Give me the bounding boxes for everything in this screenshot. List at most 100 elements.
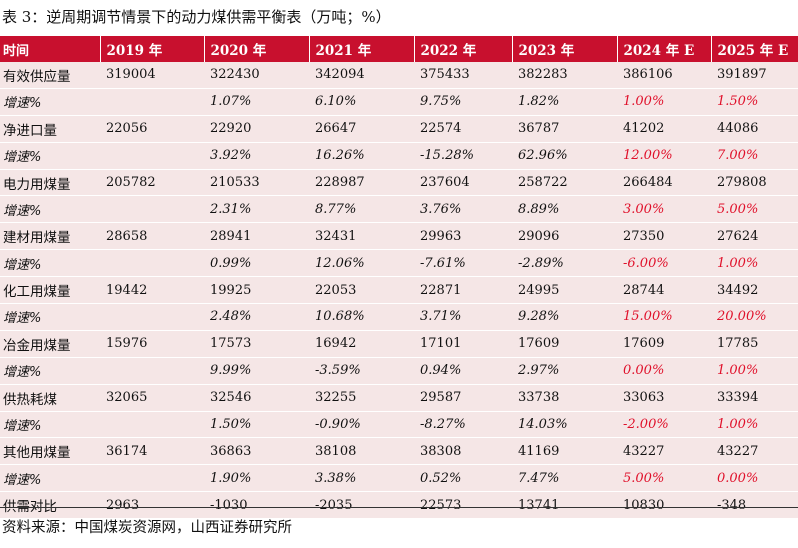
table-cell [100, 195, 204, 224]
table-row-growth: 增速% 1.90% 3.38% 0.52% 7.47% 5.00% 0.00% [0, 464, 798, 493]
table-cell: 3.00% [617, 195, 711, 224]
table-cell: 16.26% [309, 142, 414, 170]
table-cell: 26647 [309, 115, 414, 143]
table-cell: 17573 [204, 330, 309, 358]
table-cell: -2.00% [617, 411, 711, 439]
header-2024e: 2024 年 E [617, 36, 712, 62]
table-cell: 3.76% [414, 195, 512, 224]
row-label: 增速% [0, 357, 100, 385]
table-cell: 22056 [100, 115, 204, 143]
table-cell: -3.59% [309, 357, 414, 385]
table-cell: 41202 [617, 115, 711, 143]
table-row: 净进口量 22056 22920 26647 22574 36787 41202 44086 [0, 115, 798, 143]
table-cell: 27624 [711, 222, 798, 251]
table-cell: -0.90% [309, 411, 414, 439]
table-cell: 14.03% [512, 411, 617, 439]
table-cell: 22574 [414, 115, 512, 143]
table-title: 表 3：逆周期调节情景下的动力煤供需平衡表（万吨；%） [2, 8, 391, 26]
header-2022: 2022 年 [414, 36, 513, 62]
table-row-growth: 增速% 2.31% 8.77% 3.76% 8.89% 3.00% 5.00% [0, 195, 798, 224]
table-cell: 9.28% [512, 303, 617, 331]
header-period: 时间 [0, 36, 101, 62]
table-cell: 0.99% [204, 249, 309, 278]
table-header-row: 时间 2019 年 2020 年 2021 年 2022 年 2023 年 20… [0, 36, 798, 62]
table-cell: 382283 [512, 62, 617, 89]
header-2025e: 2025 年 E [711, 36, 798, 62]
table-cell: -8.27% [414, 411, 512, 439]
table-cell [100, 249, 204, 278]
row-label: 供热耗煤 [0, 384, 100, 412]
table-cell [100, 357, 204, 385]
table-cell: 279808 [711, 169, 798, 197]
table-cell: 266484 [617, 169, 711, 197]
table-row-growth: 增速% 9.99% -3.59% 0.94% 2.97% 0.00% 1.00% [0, 357, 798, 385]
table-row: 电力用煤量 205782 210533 228987 237604 258722 26648… [0, 169, 798, 197]
table-row: 冶金用煤量 15976 17573 16942 17101 17609 17609 17785 [0, 330, 798, 358]
row-label: 化工用煤量 [0, 276, 100, 305]
table-cell: 19442 [100, 276, 204, 305]
table-cell: 10830 [617, 491, 711, 520]
table-cell: 1.00% [711, 411, 798, 439]
table-cell: 17785 [711, 330, 798, 358]
table-cell: 17101 [414, 330, 512, 358]
table-cell [100, 88, 204, 116]
table-cell: 41169 [512, 437, 617, 466]
row-label: 增速% [0, 195, 100, 224]
table-cell: 375433 [414, 62, 512, 89]
table-cell [100, 303, 204, 331]
table-row: 化工用煤量 19442 19925 22053 22871 24995 28744 34492 [0, 276, 798, 305]
table-cell: 22920 [204, 115, 309, 143]
table-cell: 29587 [414, 384, 512, 412]
table-cell: 22053 [309, 276, 414, 305]
row-label: 建材用煤量 [0, 222, 100, 251]
table-cell: 386106 [617, 62, 711, 89]
table-cell: 29963 [414, 222, 512, 251]
table-row-growth: 增速% 3.92% 16.26% -15.28% 62.96% 12.00% 7.00% [0, 142, 798, 170]
table-cell: 1.00% [711, 249, 798, 278]
header-2023: 2023 年 [512, 36, 618, 62]
table-cell: -15.28% [414, 142, 512, 170]
table-cell: -2.89% [512, 249, 617, 278]
table-cell: 28941 [204, 222, 309, 251]
table-cell: 38108 [309, 437, 414, 466]
table-row-growth: 增速% 0.99% 12.06% -7.61% -2.89% -6.00% 1.00% [0, 249, 798, 278]
table-row-growth: 增速% 1.07% 6.10% 9.75% 1.82% 1.00% 1.50% [0, 88, 798, 116]
table-cell: 228987 [309, 169, 414, 197]
table-cell: 33738 [512, 384, 617, 412]
table-cell: 13741 [512, 491, 617, 520]
table-cell: 205782 [100, 169, 204, 197]
table-cell: 22573 [414, 491, 512, 520]
table-cell: 27350 [617, 222, 711, 251]
table-cell: 3.71% [414, 303, 512, 331]
row-label: 增速% [0, 249, 100, 278]
table-cell: 32255 [309, 384, 414, 412]
table-cell: 0.94% [414, 357, 512, 385]
table-cell: 7.47% [512, 464, 617, 493]
table-cell: 0.52% [414, 464, 512, 493]
table-cell: -348 [711, 491, 798, 520]
table-cell: 22871 [414, 276, 512, 305]
header-2019: 2019 年 [100, 36, 205, 62]
table-cell: 36863 [204, 437, 309, 466]
table-cell: 1.00% [711, 357, 798, 385]
table-cell: 342094 [309, 62, 414, 89]
table-cell: 24995 [512, 276, 617, 305]
table-cell: 36787 [512, 115, 617, 143]
table-cell: 1.50% [204, 411, 309, 439]
header-2021: 2021 年 [309, 36, 415, 62]
table-cell: 7.00% [711, 142, 798, 170]
row-label: 净进口量 [0, 115, 100, 143]
table-cell: 29096 [512, 222, 617, 251]
table-cell: 319004 [100, 62, 204, 89]
row-label: 有效供应量 [0, 62, 100, 89]
table-cell: 28744 [617, 276, 711, 305]
table-cell: 19925 [204, 276, 309, 305]
table-cell: 12.06% [309, 249, 414, 278]
table-cell: 8.77% [309, 195, 414, 224]
table-cell: 1.90% [204, 464, 309, 493]
table-cell: 33063 [617, 384, 711, 412]
table-cell: 32546 [204, 384, 309, 412]
table-cell: 9.75% [414, 88, 512, 116]
bottom-rule [0, 507, 798, 508]
table-row: 供需对比 2963 -1030 -2035 22573 13741 10830 -348 [0, 491, 798, 520]
